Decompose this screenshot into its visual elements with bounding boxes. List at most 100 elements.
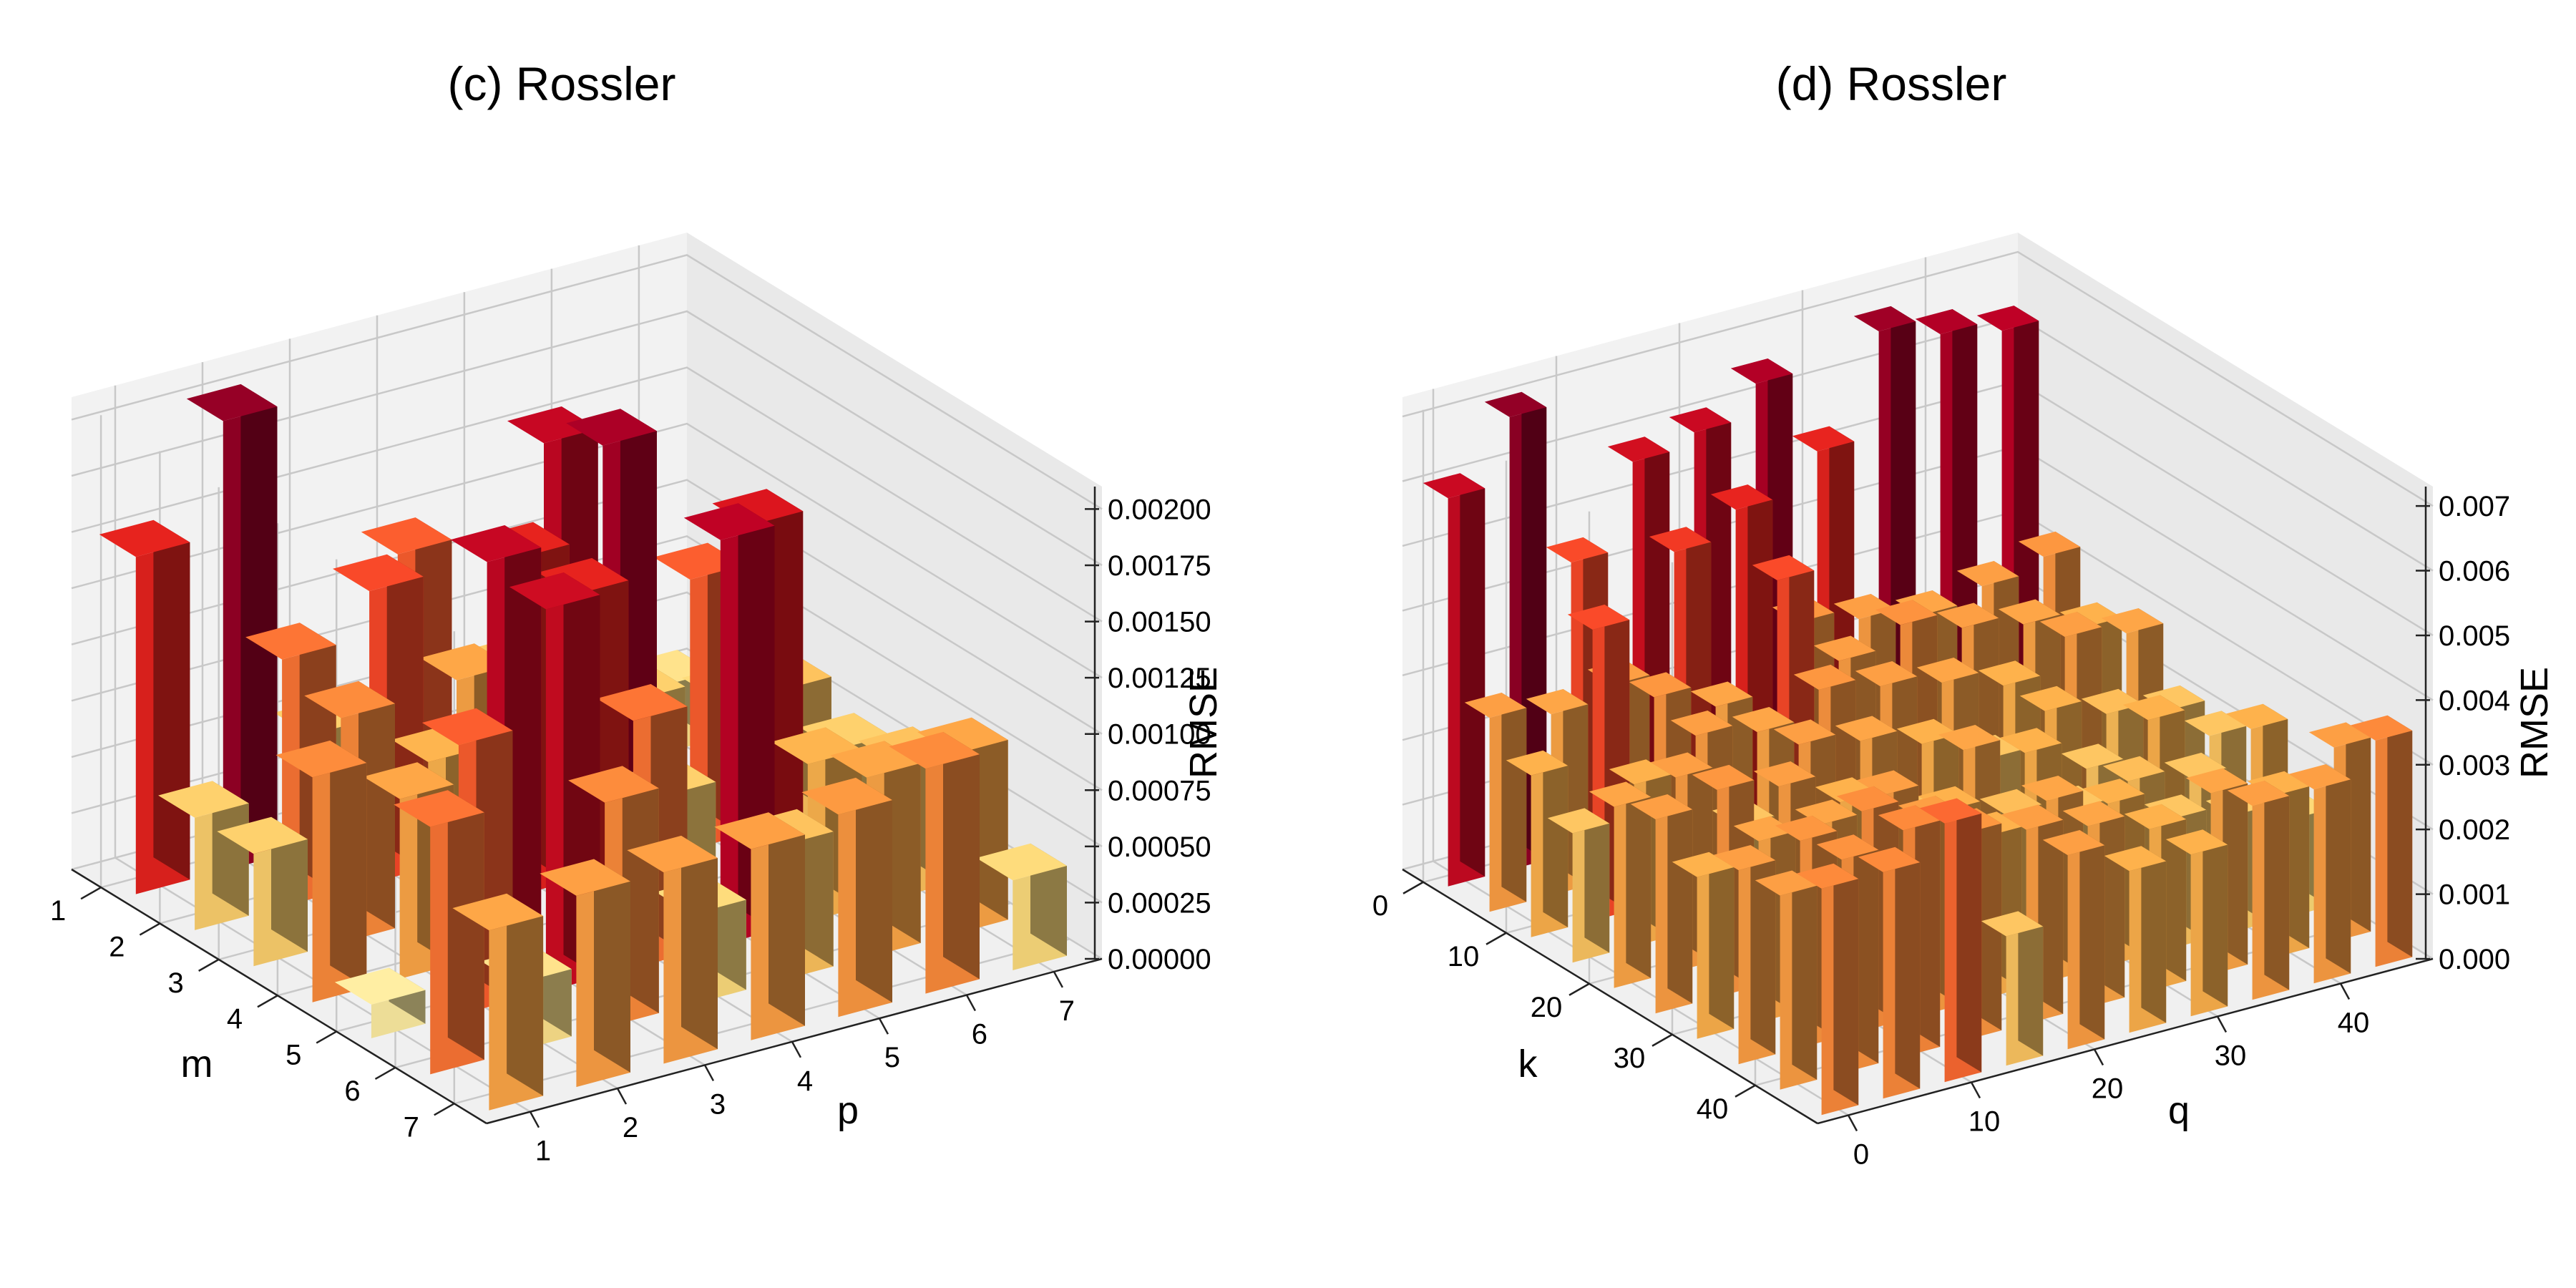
bar-face-top (2165, 829, 2228, 855)
bar-face-side (1915, 805, 1941, 1047)
z-tick-label: 0.00200 (1108, 494, 1211, 525)
bar-face-top (1755, 870, 1818, 896)
bar-face-top (99, 519, 190, 557)
bar-face-top (304, 680, 395, 718)
x-tick-label: 20 (1531, 992, 1563, 1023)
x-tick-mark (1652, 1033, 1673, 1047)
bar-face-side (2018, 911, 2044, 1056)
bar-face-top (2184, 711, 2247, 736)
z-tick-label: 0.00175 (1108, 550, 1211, 582)
x-axis-label: k (1518, 1043, 1538, 1085)
bar-3d (1796, 863, 1859, 1116)
y-tick-mark (791, 1041, 802, 1058)
bar-face-top (596, 684, 688, 721)
bar-face-top (1999, 728, 2062, 753)
x-tick-label: 2 (109, 932, 125, 963)
bar-face-top (1916, 658, 1979, 683)
y-tick-label: 30 (2215, 1040, 2247, 1072)
bar-face-top (2001, 804, 2064, 830)
bar-face-side (330, 740, 367, 988)
x-tick-label: 3 (168, 967, 184, 999)
chart-panel-d: 0 10 20 30 40 0 10 20 30 40 0.000 0.001 0.002 0.003 0.… (1372, 57, 2556, 1171)
bar-face-top (452, 893, 544, 931)
bar-face-top (1796, 863, 1859, 889)
bar-face-side (856, 777, 892, 1002)
bar-face-side (1709, 852, 1735, 1029)
bar-3d (1423, 473, 1485, 887)
grid-line (1402, 250, 2434, 507)
z-tick-label: 0.003 (2439, 750, 2510, 781)
bar-face-top (1547, 808, 1610, 834)
y-tick-label: 1 (535, 1136, 551, 1167)
bar-3d (2350, 715, 2413, 967)
bar-face-top (275, 740, 367, 778)
bar-3d (1713, 845, 1776, 1065)
bar-face-top (158, 781, 249, 818)
bar-face-top (333, 554, 424, 592)
bar-face-side (681, 835, 718, 1050)
z-axis-label: RMSE (1182, 667, 1225, 779)
bar-face-top (394, 790, 484, 827)
bar-face-top (1484, 391, 1547, 417)
x-tick-label: 40 (1697, 1093, 1729, 1125)
bar-face-top (1692, 764, 1755, 790)
bar-3d (394, 790, 484, 1075)
bar-face-top (2082, 779, 2145, 804)
bar-face-side (1501, 693, 1527, 902)
x-tick-label: 4 (227, 1003, 243, 1035)
bar-face-side (2223, 768, 2248, 965)
bar-face-top (1976, 306, 2039, 331)
bar-face-side (1833, 863, 1859, 1106)
bar-face-top (2122, 695, 2185, 721)
bar-face-top (2019, 686, 2082, 711)
y-tick-mark (616, 1088, 628, 1105)
bar-3d (2042, 830, 2105, 1050)
bar-face-side (1521, 391, 1547, 860)
y-tick-mark (965, 994, 977, 1012)
y-axis-line (486, 957, 1103, 1125)
bar-face-top (1936, 602, 1999, 628)
y-tick-label: 5 (884, 1042, 900, 1073)
bar-face-side (1956, 798, 1982, 1073)
bar-face-top (1713, 845, 1776, 871)
bar-face-side (1792, 870, 1818, 1080)
bar-face-side (622, 766, 659, 1013)
bar-face-side (447, 790, 484, 1060)
bar-face-top (1896, 718, 1959, 744)
bar-face-top (217, 816, 308, 854)
bar-3d (714, 812, 805, 1040)
bar-face-top (1753, 761, 1816, 787)
bar-face-side (2326, 764, 2351, 974)
y-tick-label: 20 (2092, 1073, 2124, 1105)
bar-face-top (1733, 816, 1796, 841)
bar-face-side (769, 812, 805, 1026)
bar-face-top (1792, 426, 1855, 452)
bar-face-top (1855, 661, 1918, 687)
bar-3d (450, 525, 542, 956)
bar-3d (1858, 847, 1921, 1099)
bar-face-side (507, 893, 544, 1096)
bar-face-top (1813, 635, 1876, 661)
bar-face-top (889, 731, 980, 769)
x-tick-label: 10 (1448, 941, 1480, 972)
bar-3d (2165, 829, 2228, 1017)
bar-face-top (1981, 911, 2044, 937)
bar-3d (1672, 852, 1735, 1039)
bar-face-top (1730, 358, 1793, 384)
x-axis-line (1402, 868, 1818, 1125)
y-tick-label: 2 (623, 1112, 638, 1143)
y-tick-mark (1847, 1114, 1858, 1132)
bar-3d (334, 967, 426, 1038)
bar-face-side (2038, 804, 2064, 1014)
y-tick-mark (2339, 982, 2351, 1000)
bar-face-top (568, 766, 659, 803)
bar-face-top (2018, 531, 2081, 557)
y-axis-label: q (2168, 1089, 2190, 1132)
bar-3d (889, 731, 980, 994)
bar-face-side (212, 781, 249, 916)
z-tick-label: 0.006 (2439, 556, 2510, 587)
z-tick-label: 0.004 (2439, 685, 2510, 716)
y-tick-mark (878, 1018, 889, 1035)
x-tick-mark (139, 922, 161, 936)
